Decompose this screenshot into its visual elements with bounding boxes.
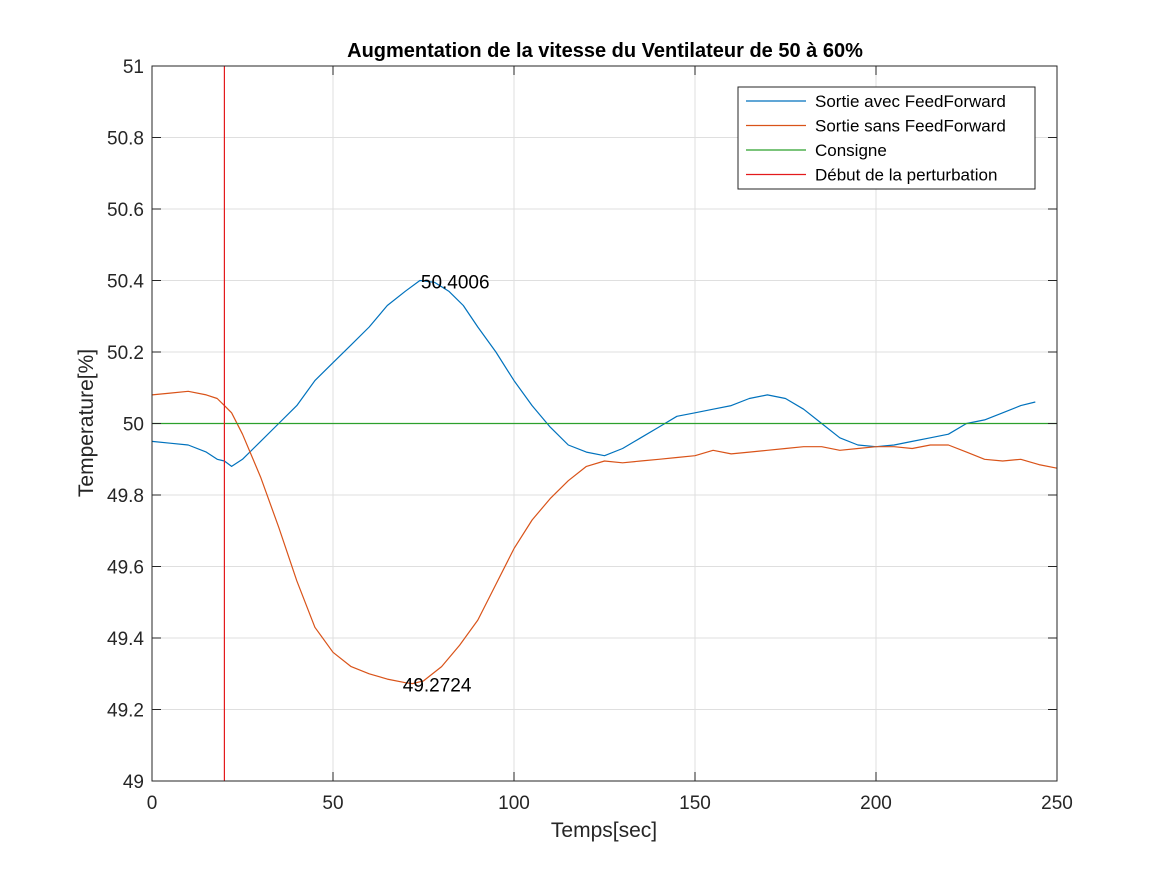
legend-label: Sortie avec FeedForward xyxy=(815,92,1006,111)
y-tick-label: 49.2 xyxy=(107,701,144,722)
y-tick-label: 50.2 xyxy=(107,343,144,364)
x-ticks: 0 50 100 150 200 250 xyxy=(147,66,1073,814)
chart-title: Augmentation de la vitesse du Ventilateu… xyxy=(347,40,863,62)
y-tick-label: 50.8 xyxy=(107,129,144,150)
y-tick-label: 49 xyxy=(123,772,144,793)
legend-items: Sortie avec FeedForward Sortie sans FeedF… xyxy=(746,92,1006,185)
x-axis-label: Temps[sec] xyxy=(551,819,657,842)
y-ticks: 49 49.2 49.4 49.6 49.8 50 50.2 50.4 50.6 50.8 51 xyxy=(107,57,1057,793)
x-tick-label: 50 xyxy=(322,793,343,814)
y-axis-label: Temperature[%] xyxy=(75,349,98,497)
x-tick-label: 100 xyxy=(498,793,530,814)
y-tick-label: 50 xyxy=(123,415,144,436)
legend-label: Sortie sans FeedForward xyxy=(815,117,1006,136)
x-tick-label: 150 xyxy=(679,793,711,814)
y-tick-label: 49.6 xyxy=(107,558,144,579)
legend: Sortie avec FeedForward Sortie sans FeedF… xyxy=(737,86,1036,190)
y-tick-label: 50.4 xyxy=(107,272,144,293)
x-tick-label: 250 xyxy=(1041,793,1073,814)
annotations: 50.4006 49.2724 xyxy=(403,272,490,696)
y-tick-label: 49.4 xyxy=(107,629,144,650)
legend-label: Consigne xyxy=(815,141,887,160)
legend-box xyxy=(737,86,1036,190)
series-line-sortie-sans-feedforward xyxy=(151,390,1058,685)
x-tick-label: 0 xyxy=(147,793,158,814)
y-tick-label: 51 xyxy=(123,57,144,78)
x-tick-label: 200 xyxy=(860,793,892,814)
data-annotation: 50.4006 xyxy=(421,272,490,293)
series-layer xyxy=(151,279,1058,685)
legend-label: Début de la perturbation xyxy=(815,166,997,185)
data-annotation: 49.2724 xyxy=(403,676,472,697)
y-tick-label: 49.8 xyxy=(107,486,144,507)
y-tick-label: 50.6 xyxy=(107,200,144,221)
